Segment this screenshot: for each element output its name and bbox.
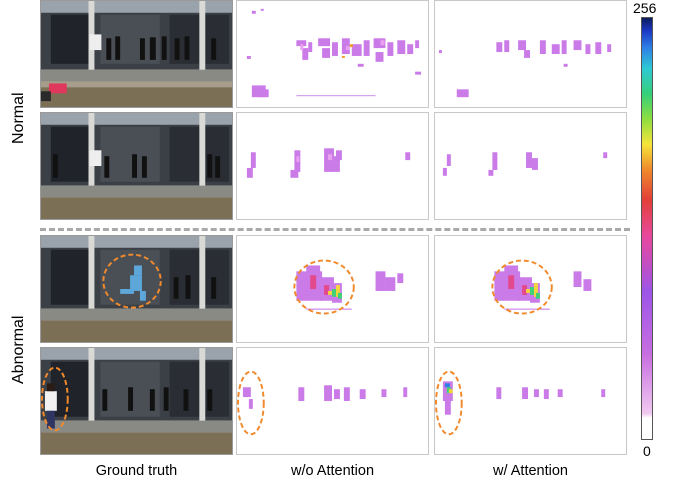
ground-truth-frame-abnormal-2 (40, 347, 233, 455)
heatmap-without-attention-abnormal-2 (236, 347, 429, 455)
normal-abnormal-divider (40, 228, 630, 231)
colorbar-min-label: 0 (643, 443, 651, 459)
ground-truth-frame-normal-1 (40, 0, 233, 108)
column-label-with-attention: w/ Attention (493, 463, 568, 479)
colorbar (641, 17, 653, 440)
heatmap-without-attention-normal-1 (236, 0, 429, 108)
column-label-without-attention: w/o Attention (290, 463, 375, 479)
column-label-ground-truth: Ground truth (95, 463, 178, 479)
ground-truth-frame-abnormal-1 (40, 235, 233, 343)
heatmap-without-attention-normal-2 (236, 112, 429, 220)
row-label-normal: Normal (10, 92, 27, 144)
ground-truth-frame-normal-2 (40, 112, 233, 220)
heatmap-with-attention-normal-2 (434, 112, 627, 220)
heatmap-with-attention-abnormal-2 (434, 347, 627, 455)
heatmap-with-attention-abnormal-1 (434, 235, 627, 343)
row-label-abnormal: Abnormal (10, 315, 27, 384)
colorbar-max-label: 256 (633, 0, 657, 16)
heatmap-without-attention-abnormal-1 (236, 235, 429, 343)
heatmap-with-attention-normal-1 (434, 0, 627, 108)
